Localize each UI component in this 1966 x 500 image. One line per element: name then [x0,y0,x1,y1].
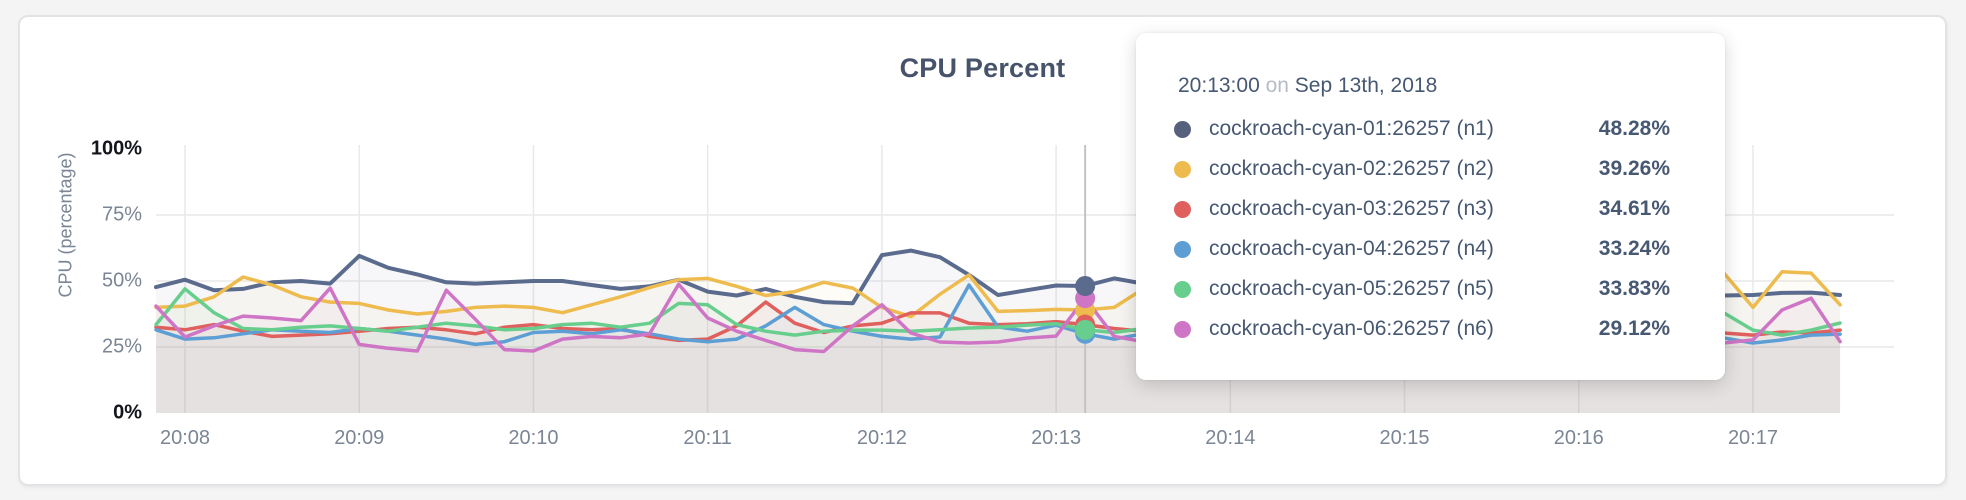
x-tick-label-20:09: 20:09 [334,427,385,449]
tooltip-row-n1: cockroach-cyan-01:26257 (n1) 48.28% [1174,109,1670,149]
x-tick-label-20:14: 20:14 [1205,427,1256,449]
tooltip-series-label: cockroach-cyan-01:26257 (n1) [1209,117,1494,140]
tooltip-series-value: 34.61% [1598,197,1670,220]
tooltip-series-value: 33.83% [1598,277,1670,300]
hover-tooltip: 20:13:00 on Sep 13th, 2018 cockroach-cya… [1136,33,1725,380]
x-tick-label-20:08: 20:08 [159,427,211,449]
tooltip-header: 20:13:00 on Sep 13th, 2018 [1178,71,1670,101]
series-dot-icon [1174,120,1191,138]
y-tick-label-25: 25% [101,335,142,358]
y-tick-label-0: 0% [113,401,142,424]
tooltip-series-value: 39.26% [1598,157,1670,180]
y-tick-label-50: 50% [101,269,142,292]
series-dot-icon [1174,240,1191,258]
tooltip-series-value: 48.28% [1598,117,1670,140]
tooltip-row-n6: cockroach-cyan-06:26257 (n6) 29.12% [1174,309,1670,349]
series-dot-icon [1174,200,1191,218]
x-tick-label-20:16: 20:16 [1553,427,1604,449]
tooltip-row-n5: cockroach-cyan-05:26257 (n5) 33.83% [1174,269,1670,309]
tooltip-series-label: cockroach-cyan-03:26257 (n3) [1209,197,1494,220]
series-area-n4 [156,285,1841,413]
x-tick-label-20:12: 20:12 [856,427,907,449]
tooltip-series-label: cockroach-cyan-05:26257 (n5) [1209,277,1494,300]
tooltip-date: Sep 13th, 2018 [1294,74,1438,97]
series-area-n5 [156,288,1841,413]
series-dot-icon [1174,160,1191,178]
tooltip-series-label: cockroach-cyan-02:26257 (n2) [1209,157,1494,180]
hover-dot-n5 [1075,319,1096,340]
y-tick-label-75: 75% [101,203,142,226]
series-area-n6 [156,284,1841,413]
tooltip-series-value: 29.12% [1598,317,1670,340]
series-dot-icon [1174,320,1191,338]
tooltip-rows: cockroach-cyan-01:26257 (n1) 48.28% cockro… [1174,109,1670,349]
chart-title: CPU Percent [899,53,1066,83]
tooltip-row-n3: cockroach-cyan-03:26257 (n3) 34.61% [1174,189,1670,229]
tooltip-series-value: 33.24% [1598,237,1670,260]
x-tick-label-20:10: 20:10 [508,427,559,449]
tooltip-row-n4: cockroach-cyan-04:26257 (n4) 33.24% [1174,229,1670,269]
tooltip-series-label: cockroach-cyan-04:26257 (n4) [1209,237,1494,260]
hover-dot-n1 [1075,276,1096,297]
tooltip-series-label: cockroach-cyan-06:26257 (n6) [1209,317,1494,340]
x-tick-label-20:15: 20:15 [1379,427,1430,449]
y-tick-label-100: 100% [90,137,142,160]
series-dot-icon [1174,280,1191,298]
tooltip-time: 20:13:00 [1178,74,1260,97]
x-tick-label-20:17: 20:17 [1727,427,1778,449]
tooltip-row-n2: cockroach-cyan-02:26257 (n2) 39.26% [1174,149,1670,189]
x-tick-label-20:13: 20:13 [1031,427,1082,449]
x-tick-label-20:11: 20:11 [683,427,732,449]
tooltip-on-word: on [1265,74,1289,97]
